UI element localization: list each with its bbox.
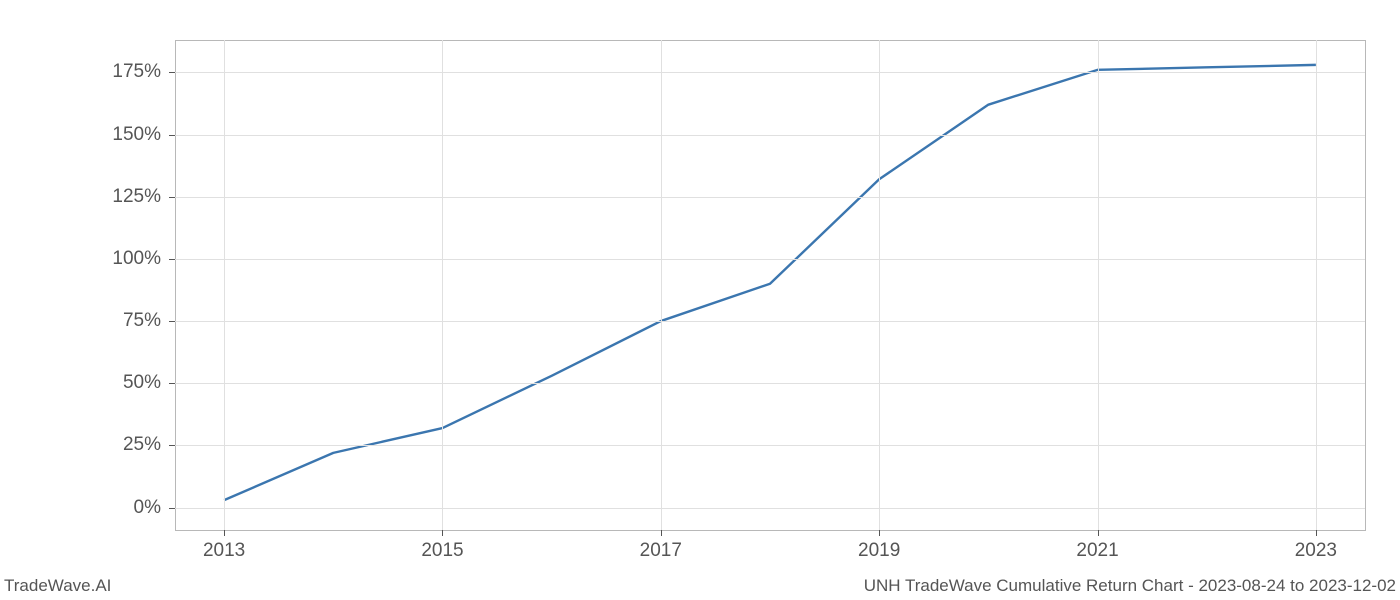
y-tick-label: 125% — [0, 186, 161, 208]
y-tick-mark — [169, 445, 175, 446]
x-tick-label: 2021 — [1076, 540, 1118, 562]
line-series-svg — [0, 0, 1400, 600]
y-axis-spine — [175, 40, 176, 530]
y-tick-mark — [169, 508, 175, 509]
y-tick-label: 175% — [0, 61, 161, 83]
x-tick-mark — [879, 530, 880, 536]
y-tick-label: 150% — [0, 124, 161, 146]
x-tick-mark — [1316, 530, 1317, 536]
y-tick-mark — [169, 321, 175, 322]
grid-line-horizontal — [175, 383, 1365, 384]
y-tick-mark — [169, 72, 175, 73]
x-axis-spine — [175, 530, 1365, 531]
y-tick-mark — [169, 383, 175, 384]
y-tick-label: 25% — [0, 434, 161, 456]
grid-line-vertical — [661, 40, 662, 530]
grid-line-vertical — [1098, 40, 1099, 530]
x-tick-mark — [442, 530, 443, 536]
y-tick-label: 75% — [0, 310, 161, 332]
watermark-left: TradeWave.AI — [4, 576, 111, 598]
grid-line-horizontal — [175, 135, 1365, 136]
x-tick-label: 2013 — [203, 540, 245, 562]
y-tick-label: 50% — [0, 372, 161, 394]
series-cumulative-return — [224, 65, 1316, 500]
grid-line-vertical — [1316, 40, 1317, 530]
y-tick-mark — [169, 259, 175, 260]
chart-container: TradeWave.AI UNH TradeWave Cumulative Re… — [0, 0, 1400, 600]
y-tick-label: 100% — [0, 248, 161, 270]
y-tick-label: 0% — [0, 497, 161, 519]
grid-line-horizontal — [175, 321, 1365, 322]
x-tick-mark — [1098, 530, 1099, 536]
caption-right: UNH TradeWave Cumulative Return Chart - … — [864, 576, 1396, 598]
y-tick-mark — [169, 135, 175, 136]
grid-line-horizontal — [175, 72, 1365, 73]
grid-line-horizontal — [175, 197, 1365, 198]
grid-line-horizontal — [175, 259, 1365, 260]
x-tick-label: 2023 — [1295, 540, 1337, 562]
x-tick-label: 2015 — [421, 540, 463, 562]
x-tick-label: 2019 — [858, 540, 900, 562]
grid-line-vertical — [879, 40, 880, 530]
x-tick-mark — [661, 530, 662, 536]
grid-line-vertical — [224, 40, 225, 530]
grid-line-vertical — [442, 40, 443, 530]
grid-line-horizontal — [175, 508, 1365, 509]
grid-line-horizontal — [175, 445, 1365, 446]
x-tick-label: 2017 — [640, 540, 682, 562]
y-tick-mark — [169, 197, 175, 198]
x-tick-mark — [224, 530, 225, 536]
